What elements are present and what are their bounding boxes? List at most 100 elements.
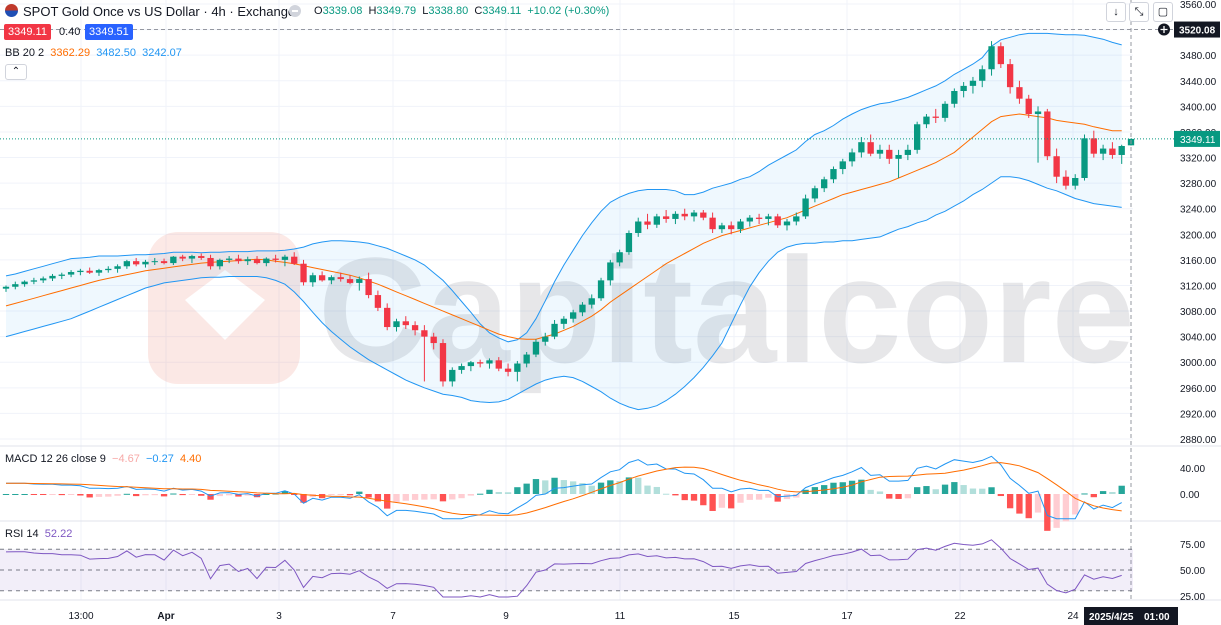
candle-body: [504, 368, 512, 372]
candle-body: [133, 261, 140, 265]
candle-body: [170, 256, 177, 264]
symbol-flag-icon: [5, 4, 18, 17]
macd-histogram-bar: [421, 494, 428, 500]
candle-body: [151, 261, 158, 263]
candle-body: [86, 270, 93, 273]
candle-body: [941, 103, 949, 118]
candle-body: [198, 256, 205, 258]
candle-body: [700, 212, 707, 218]
candle-body: [793, 216, 800, 222]
bb-upper-line: [5, 32, 1122, 343]
macd-histogram-bar: [179, 494, 186, 496]
collapse-legend-icon[interactable]: ⌃: [5, 64, 27, 80]
macd-histogram-bar: [997, 494, 1004, 497]
macd-histogram-bar: [672, 494, 679, 496]
candle-body: [402, 321, 409, 326]
candle-body: [579, 304, 586, 313]
candle-body: [272, 258, 279, 260]
macd-histogram-bar: [523, 483, 530, 494]
macd-histogram-bar: [913, 487, 921, 494]
macd-histogram-bar: [1109, 492, 1116, 494]
candle-body: [244, 259, 251, 262]
price-tick-label: 3400.00: [1180, 102, 1217, 113]
candle-body: [737, 221, 744, 230]
macd-histogram-bar: [198, 494, 205, 496]
candle-body: [188, 256, 196, 259]
arrow-down-icon[interactable]: ↓: [1106, 2, 1126, 22]
macd-histogram-bar: [374, 494, 382, 502]
collapse-icon[interactable]: ⤡: [1129, 2, 1149, 22]
candle-body: [21, 281, 28, 285]
symbol-title[interactable]: SPOT Gold Once vs US Dollar · 4h · Excha…: [23, 4, 296, 19]
time-tick-label: 24: [1067, 611, 1079, 622]
macd-histogram-bar: [393, 494, 400, 502]
macd-histogram-bar: [932, 489, 939, 494]
macd-histogram-bar: [951, 482, 958, 494]
macd-histogram-bar: [895, 494, 902, 499]
fullscreen-icon[interactable]: ▢: [1153, 2, 1173, 22]
candle-body: [486, 360, 493, 364]
macd-histogram-bar: [1090, 494, 1097, 498]
candle-body: [281, 256, 289, 260]
candle-body: [207, 257, 214, 267]
candle-body: [607, 262, 614, 281]
candle-body: [1062, 176, 1070, 186]
macd-histogram-bar: [216, 494, 224, 497]
macd-histogram-bar: [1016, 494, 1023, 514]
hide-legend-icon[interactable]: [283, 4, 309, 18]
candle-body: [988, 46, 995, 70]
candle-body: [886, 149, 893, 159]
candle-body: [160, 261, 168, 264]
candle-body: [384, 307, 391, 328]
macd-histogram-bar: [941, 484, 949, 494]
crosshair-price-label: 3520.08: [1179, 26, 1216, 37]
macd-legend[interactable]: MACD 12 26 close 9 −4.67 −0.27 4.40: [5, 453, 202, 465]
candle-body: [560, 318, 568, 324]
bb-lower-line: [5, 176, 1122, 411]
macd-histogram-bar: [356, 491, 363, 494]
macd-histogram-bar: [170, 493, 177, 495]
candle-body: [951, 91, 958, 104]
candle-body: [532, 341, 540, 355]
candle-body: [746, 217, 753, 222]
macd-histogram-bar: [755, 494, 763, 500]
candle-body: [653, 216, 660, 225]
candle-body: [774, 216, 781, 226]
macd-histogram-bar: [886, 494, 893, 499]
bb-legend[interactable]: BB 20 2 3362.29 3482.50 3242.07: [5, 47, 182, 59]
macd-histogram-bar: [728, 494, 735, 509]
macd-histogram-bar: [365, 494, 372, 498]
macd-histogram-bar: [746, 494, 753, 500]
macd-histogram-bar: [532, 479, 540, 494]
candle-body: [783, 221, 791, 226]
price-tick-label: 3160.00: [1180, 256, 1217, 267]
candle-body: [1099, 148, 1107, 154]
rsi-legend[interactable]: RSI 14 52.22: [5, 528, 73, 540]
macd-histogram-bar: [867, 489, 874, 494]
rsi-tick-label: 75.00: [1180, 540, 1205, 551]
candle-body: [2, 286, 10, 289]
macd-histogram-bar: [588, 485, 595, 494]
candle-body: [848, 152, 856, 162]
candle-body: [12, 284, 19, 287]
macd-histogram-bar: [95, 494, 103, 497]
candle-body: [635, 221, 642, 234]
candle-body: [1081, 138, 1088, 178]
candle-body: [1034, 111, 1042, 115]
candle-body: [755, 217, 763, 219]
candle-body: [830, 169, 837, 180]
buy-price-button[interactable]: 3349.51: [85, 24, 133, 40]
macd-histogram-bar: [49, 494, 56, 495]
macd-tick-label: 40.00: [1180, 464, 1205, 475]
candle-body: [867, 142, 874, 154]
crosshair-time-label-bg: [1084, 607, 1178, 625]
candle-body: [411, 325, 419, 331]
candle-body: [58, 274, 65, 276]
candle-body: [123, 261, 131, 267]
macd-histogram-bar: [133, 494, 140, 497]
candle-body: [449, 369, 456, 382]
sell-price-button[interactable]: 3349.11: [4, 24, 51, 40]
macd-histogram-bar: [2, 494, 10, 495]
macd-histogram-bar: [123, 493, 131, 495]
